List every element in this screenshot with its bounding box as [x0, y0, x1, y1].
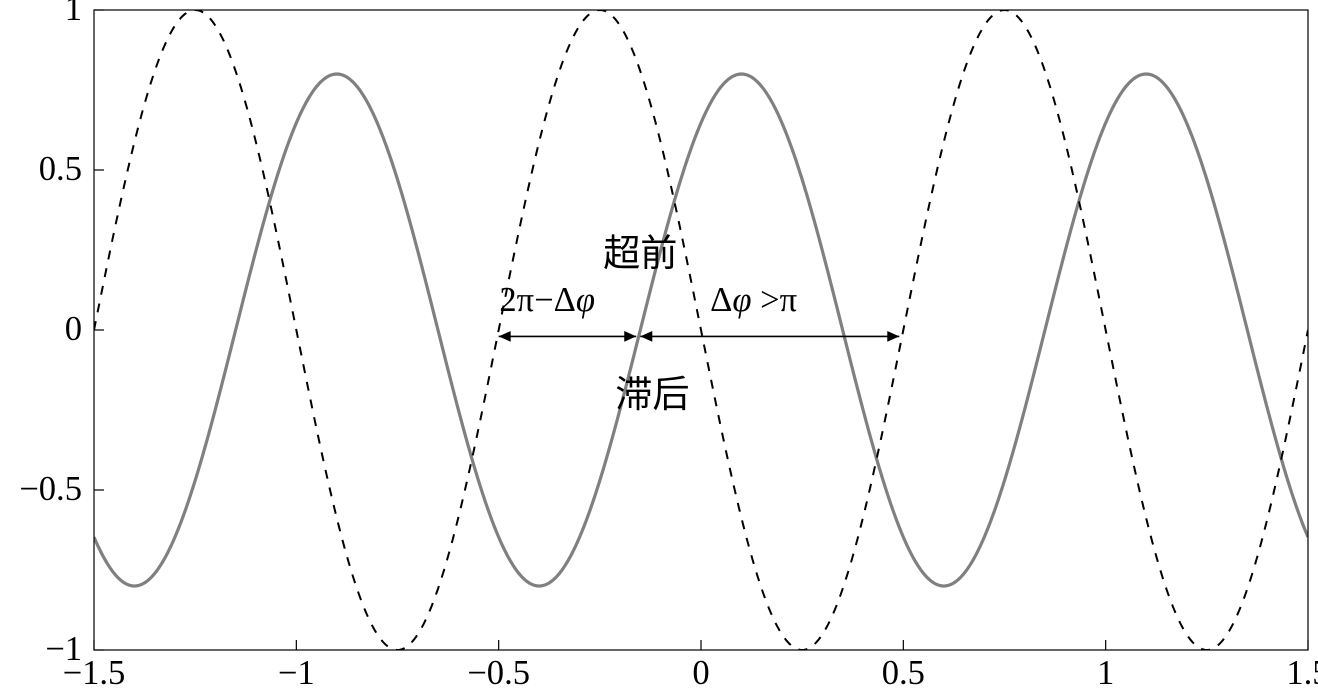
y-tick-label: 0: [65, 310, 82, 348]
y-tick-label: −1: [45, 630, 82, 668]
x-tick-label: 1.5: [1286, 654, 1318, 692]
x-tick-label: −1: [278, 654, 315, 692]
x-tick-label: 0: [692, 654, 709, 692]
annotation-label_lag: 滞后: [615, 375, 689, 416]
annotation-label_right_formula: Δφ >π: [710, 281, 797, 319]
x-tick-label: 0.5: [882, 654, 925, 692]
annotation-label_left_formula: 2π−Δφ: [499, 281, 595, 319]
x-tick-label: −0.5: [467, 654, 530, 692]
y-tick-label: 0.5: [39, 150, 82, 188]
annotation-label_lead: 超前: [603, 233, 677, 275]
phase-chart: −1.5−1−0.500.511.5−1−0.500.51超前滞后2π−ΔφΔφ…: [0, 0, 1318, 692]
x-tick-label: 1: [1097, 654, 1114, 692]
y-tick-label: −0.5: [19, 470, 82, 508]
y-tick-label: 1: [65, 0, 82, 28]
chart-container: −1.5−1−0.500.511.5−1−0.500.51超前滞后2π−ΔφΔφ…: [0, 0, 1318, 692]
